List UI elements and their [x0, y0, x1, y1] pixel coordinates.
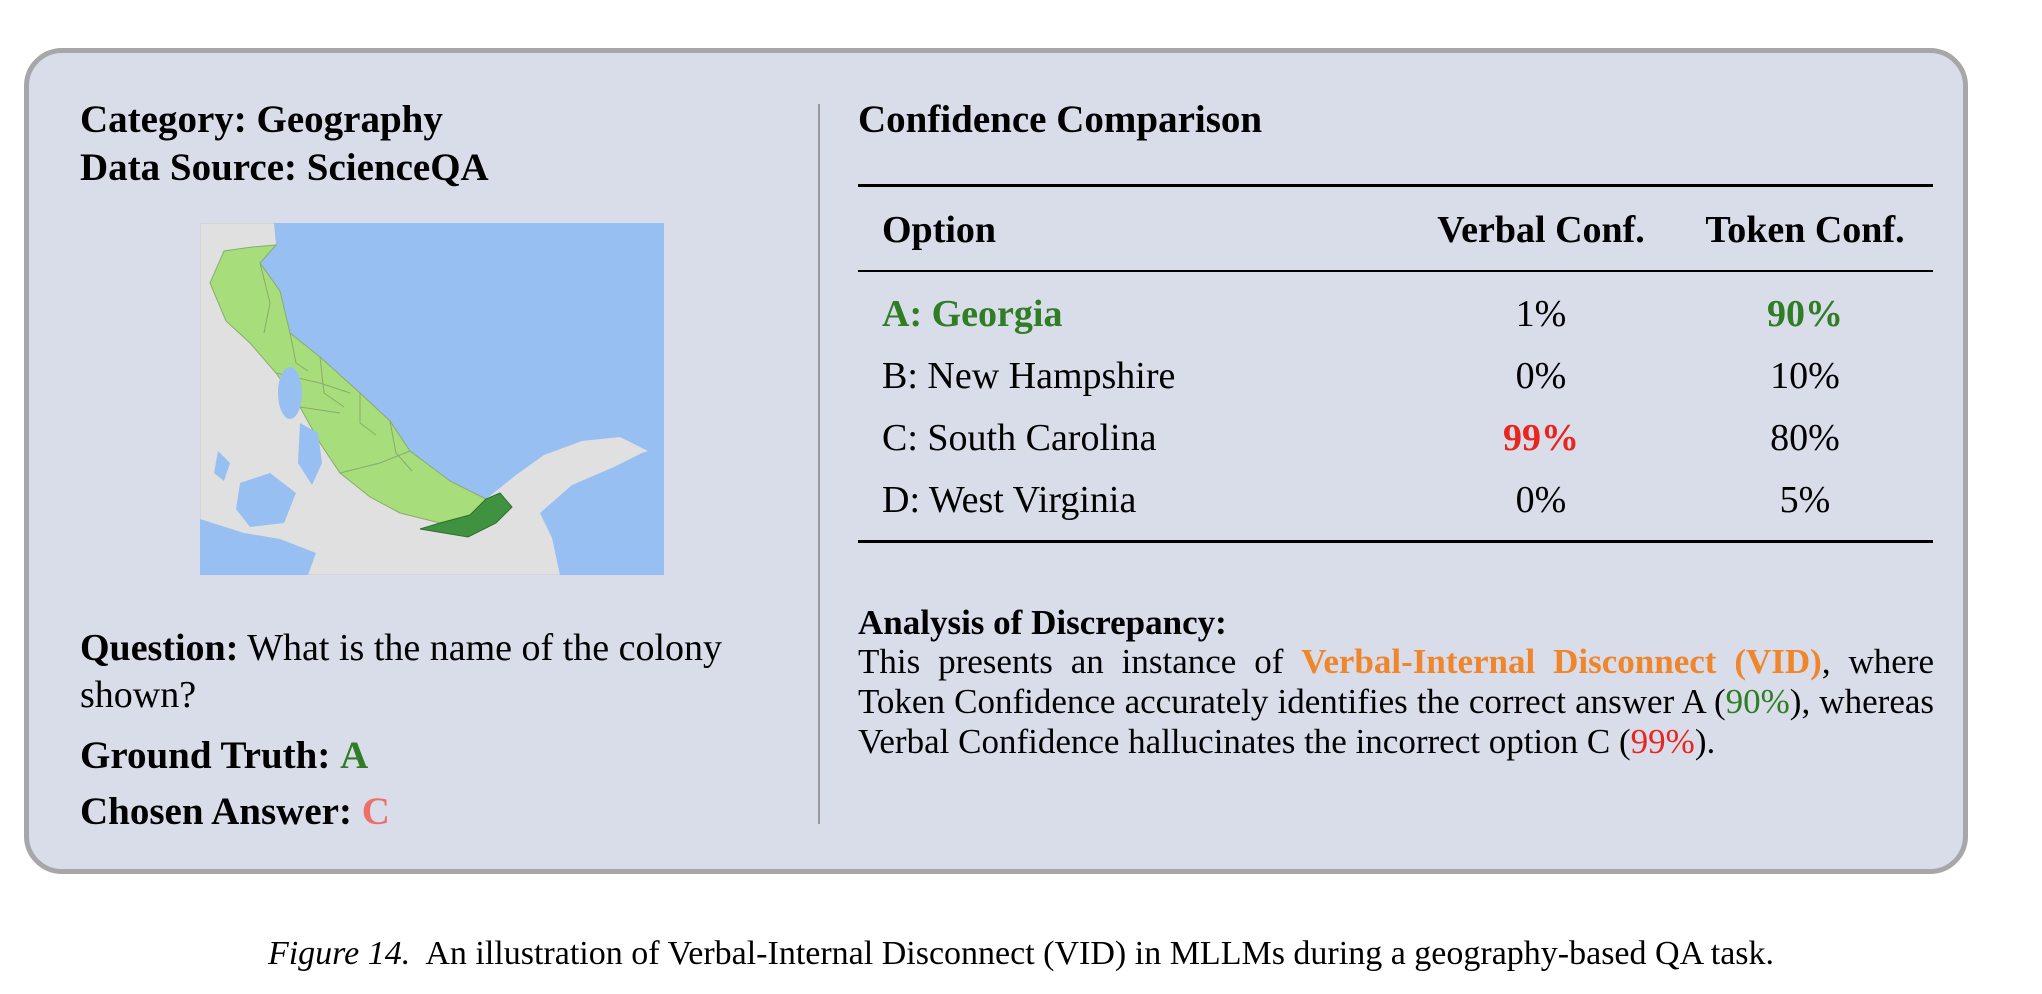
- analysis-text: , where Token Confidence accurately iden…: [858, 642, 1934, 721]
- verbal-conf-value: 99%: [1630, 722, 1695, 761]
- analysis-text: ).: [1694, 722, 1716, 761]
- option-cell: C: South Carolina: [882, 417, 1157, 459]
- header-token-conf: Token Conf.: [1705, 209, 1905, 251]
- lake-shape: [236, 473, 296, 527]
- highlighted-colony: [419, 492, 513, 538]
- vid-highlight: Verbal-Internal Disconnect (VID): [1301, 642, 1822, 681]
- category-line: Category: Geography: [80, 96, 443, 144]
- figure-caption: Figure 14. An illustration of Verbal-Int…: [0, 932, 2042, 976]
- chosen-answer-value: C: [361, 790, 390, 833]
- figure-label: Figure 14.: [267, 935, 411, 972]
- table-header-rule: [858, 270, 1933, 272]
- token-cell: 80%: [1770, 417, 1840, 459]
- data-source-label: Data Source:: [80, 146, 297, 189]
- data-source-value: ScienceQA: [306, 146, 489, 189]
- header-option: Option: [882, 209, 997, 251]
- column-divider: [818, 104, 820, 824]
- option-cell: A: Georgia: [882, 293, 1063, 335]
- lake-shape: [200, 519, 316, 575]
- question: Question: What is the name of the colony…: [80, 625, 780, 719]
- analysis-text: ), whereas Verbal Confidence hallucinate…: [858, 682, 1935, 761]
- analysis-body: This presents an instance of Verbal-Inte…: [858, 642, 1934, 762]
- lake-shape: [214, 451, 230, 481]
- question-text: What is the name of the colony shown?: [80, 627, 723, 716]
- data-source-line: Data Source: ScienceQA: [80, 144, 489, 192]
- section-title: Confidence Comparison: [858, 98, 1263, 141]
- verbal-cell: 0%: [1515, 355, 1567, 397]
- analysis-title: Analysis of Discrepancy:: [858, 603, 1227, 642]
- category-value: Geography: [256, 98, 443, 141]
- token-cell: 10%: [1770, 355, 1840, 397]
- header-verbal-conf: Verbal Conf.: [1437, 209, 1645, 251]
- lake-shape: [278, 367, 302, 419]
- question-label: Question:: [80, 627, 239, 669]
- analysis-text: This presents an instance of: [858, 642, 1302, 681]
- verbal-cell: 0%: [1515, 479, 1567, 521]
- category-label: Category:: [80, 98, 247, 141]
- chosen-answer-label: Chosen Answer:: [80, 790, 352, 833]
- token-cell: 90%: [1767, 293, 1843, 335]
- option-cell: D: West Virginia: [882, 479, 1137, 521]
- token-cell: 5%: [1779, 479, 1831, 521]
- caption-text: An illustration of Verbal-Internal Disco…: [425, 935, 1775, 972]
- colony-map: [200, 223, 664, 575]
- lake-shape: [298, 423, 322, 485]
- table-top-rule: [858, 184, 1933, 187]
- colony-borders: [259, 262, 413, 474]
- verbal-cell: 1%: [1515, 293, 1567, 335]
- table-bottom-rule: [858, 540, 1933, 543]
- ground-truth-value: A: [340, 734, 369, 777]
- ground-truth-line: Ground Truth: A: [80, 732, 368, 780]
- ground-truth-label: Ground Truth:: [80, 734, 331, 777]
- verbal-cell: 99%: [1503, 417, 1579, 459]
- ocean-shape: [260, 223, 664, 575]
- chosen-answer-line: Chosen Answer: C: [80, 788, 390, 836]
- colonies-region: [209, 244, 487, 524]
- option-cell: B: New Hampshire: [882, 355, 1176, 397]
- token-conf-value: 90%: [1725, 682, 1790, 721]
